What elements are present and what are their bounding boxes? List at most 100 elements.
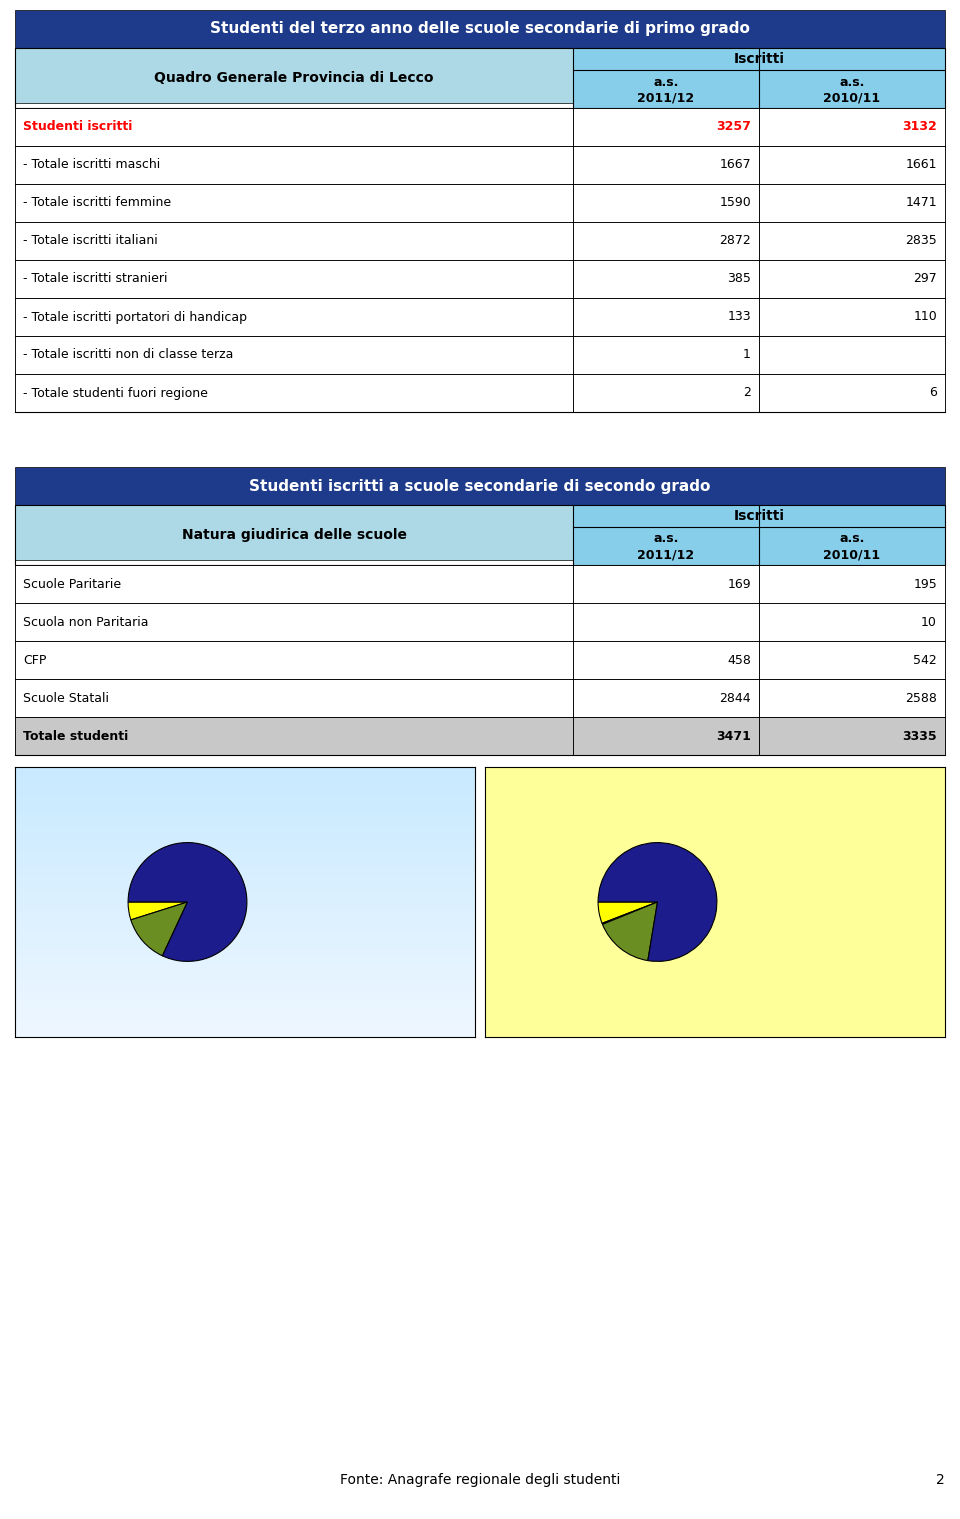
Bar [15, 851, 475, 854]
Bar [759, 717, 945, 755]
Bar [15, 837, 475, 840]
Bar [15, 958, 475, 962]
Bar [15, 886, 475, 889]
Bar [15, 993, 475, 996]
Bar [15, 927, 475, 930]
Bar [15, 565, 573, 603]
Bar [759, 527, 945, 565]
Bar [493, 1000, 505, 1012]
Bar [331, 993, 344, 1006]
Bar [15, 819, 475, 820]
Bar [15, 1000, 475, 1003]
Bar [15, 784, 475, 785]
Bar [25, 993, 37, 1006]
Text: - Totale iscritti non di classe terza: - Totale iscritti non di classe terza [23, 348, 233, 362]
Bar [15, 921, 475, 924]
Bar [573, 146, 759, 184]
Bar [723, 983, 735, 995]
Text: Totale studenti: Totale studenti [23, 729, 129, 743]
Wedge shape [131, 902, 187, 955]
Bar [573, 504, 945, 527]
Text: Scuole Paritarie: Scuole Paritarie [23, 577, 121, 591]
Bar [15, 829, 475, 832]
Text: 385: 385 [727, 272, 751, 286]
Text: Fonte: Anagrafe regionale degli studenti: Fonte: Anagrafe regionale degli studenti [340, 1473, 620, 1487]
Bar [15, 1007, 475, 1010]
Text: a.s.: a.s. [654, 76, 679, 88]
Text: Iscritti complessivi per tipo di ente: Iscritti complessivi per tipo di ente [618, 796, 811, 807]
Bar [15, 872, 475, 875]
Bar [759, 184, 945, 222]
Bar [759, 146, 945, 184]
Text: Studenti del terzo anno delle scuole secondarie di primo grado: Studenti del terzo anno delle scuole sec… [210, 21, 750, 36]
Bar [573, 565, 759, 603]
Text: 5%: 5% [205, 855, 225, 869]
Text: 2: 2 [743, 386, 751, 399]
Text: 458: 458 [727, 653, 751, 667]
Bar [15, 948, 475, 951]
Bar [759, 108, 945, 146]
Text: 0,3%: 0,3% [696, 852, 724, 861]
Bar [573, 70, 759, 108]
Bar [15, 867, 475, 869]
Bar [15, 805, 475, 808]
Text: CFP: CFP [509, 1000, 529, 1010]
Text: 2872: 2872 [719, 234, 751, 248]
Bar [15, 823, 475, 826]
Bar [759, 374, 945, 412]
Bar [15, 937, 475, 940]
Text: 2011/12: 2011/12 [637, 91, 695, 105]
Bar [15, 641, 573, 679]
Bar [723, 1000, 735, 1012]
Text: Scuole Paritarie: Scuole Paritarie [41, 993, 123, 1004]
Text: 3471: 3471 [716, 729, 751, 743]
Bar [15, 978, 475, 980]
Bar [15, 781, 475, 784]
Text: 6: 6 [929, 386, 937, 399]
Bar [15, 980, 475, 983]
Text: 77,6%: 77,6% [630, 955, 670, 969]
Bar [759, 70, 945, 108]
Bar [15, 466, 945, 504]
Wedge shape [128, 843, 247, 962]
Bar [15, 989, 475, 990]
Bar [15, 931, 475, 934]
Bar [15, 1015, 475, 1018]
Bar [15, 962, 475, 965]
Bar [15, 717, 573, 755]
Bar [179, 993, 190, 1006]
Text: - Totale iscritti stranieri: - Totale iscritti stranieri [23, 272, 167, 286]
Text: 2835: 2835 [905, 234, 937, 248]
Text: 2844: 2844 [719, 691, 751, 705]
Bar [15, 504, 573, 561]
Text: Iscritti: Iscritti [733, 52, 784, 65]
Bar [15, 896, 475, 899]
Text: Iscritti: Iscritti [733, 509, 784, 523]
Text: 2011/12: 2011/12 [637, 548, 695, 562]
Bar [15, 861, 475, 864]
Bar [15, 892, 475, 893]
Text: - Totale studenti fuori regione: - Totale studenti fuori regione [23, 386, 208, 399]
Bar [15, 930, 475, 931]
Bar [15, 857, 475, 858]
Text: Scuole Statali: Scuole Statali [739, 1000, 810, 1010]
Text: a.s.: a.s. [839, 76, 865, 88]
Text: - Totale iscritti femmine: - Totale iscritti femmine [23, 196, 171, 210]
Bar [15, 799, 475, 802]
Text: CFP: CFP [23, 653, 46, 667]
Bar [759, 298, 945, 336]
Bar [759, 679, 945, 717]
Bar [15, 1018, 475, 1021]
Bar [15, 775, 475, 778]
Bar [15, 834, 475, 837]
Text: 3257: 3257 [716, 120, 751, 134]
Text: Quadro Generale Provincia di Lecco: Quadro Generale Provincia di Lecco [155, 71, 434, 85]
Bar [15, 820, 475, 823]
Text: 2010/11: 2010/11 [824, 91, 880, 105]
Text: 2010/11: 2010/11 [824, 548, 880, 562]
Bar [15, 972, 475, 975]
Bar [15, 767, 475, 770]
Text: - Totale iscritti italiani: - Totale iscritti italiani [23, 234, 157, 248]
Bar [15, 889, 475, 892]
Bar [15, 802, 475, 805]
